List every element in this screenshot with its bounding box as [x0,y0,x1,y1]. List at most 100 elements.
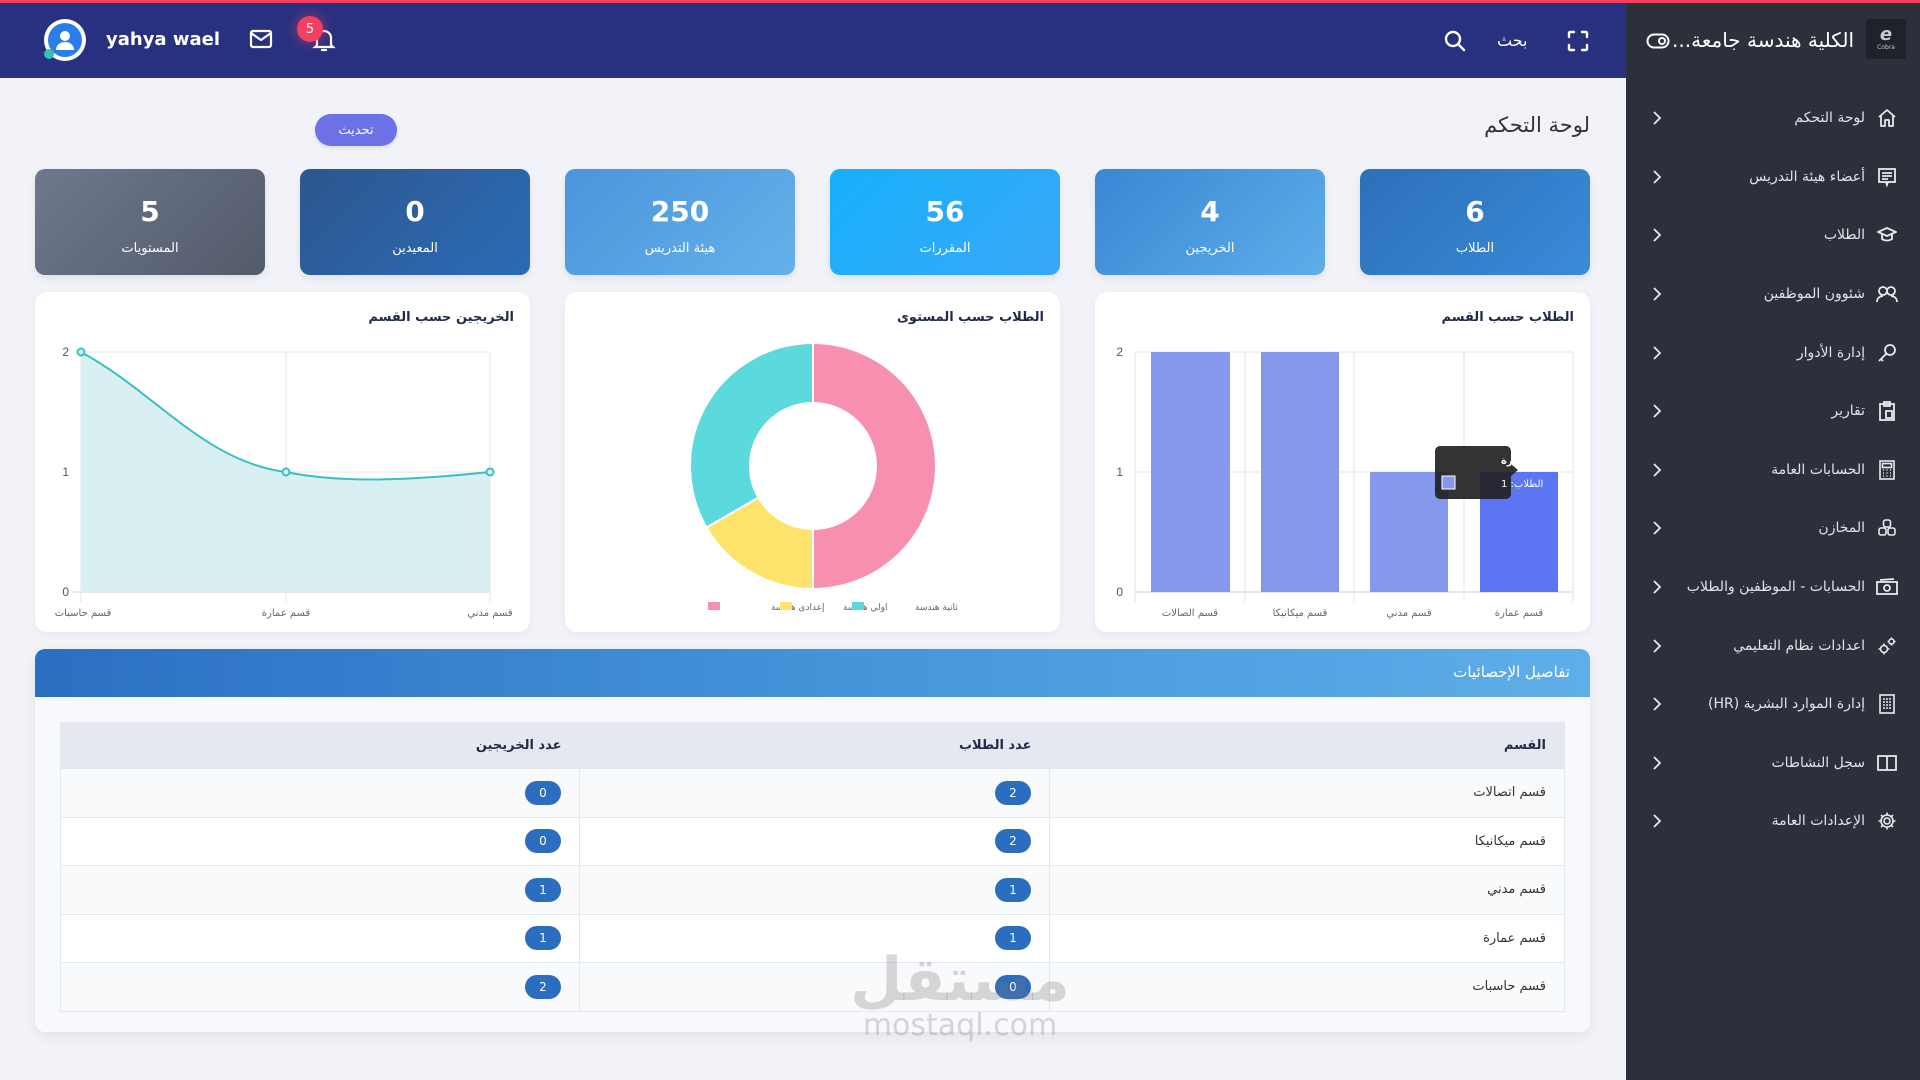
key-icon [1876,342,1898,364]
chevron-right-icon [1650,639,1662,653]
clipboard-icon [1876,400,1898,422]
top-header: yahya wael 5 بحث [0,3,1626,78]
table-row: قسم عمارة 1 1 [60,913,1565,963]
sidebar-item-roles[interactable]: إدارة الأدوار [1626,323,1920,382]
sidebar-item-education-settings[interactable]: اعدادات نظام التعليمي [1626,616,1920,675]
sidebar-item-label: الإعدادات العامة [1771,813,1865,830]
stat-card-levels[interactable]: 5 المستويات [35,169,265,275]
stat-label: هيئة التدريس [644,241,716,256]
chart-students-by-level: الطلاب حسب المستوى إعدادى هندسة اولي هند… [565,292,1060,632]
data-point[interactable] [485,467,495,477]
chart-title: الخريجين حسب القسم [368,310,514,325]
stat-card-teaching-assistants[interactable]: 0 المعيدين [300,169,530,275]
chart-graduates-by-department: الخريجين حسب القسم 2 1 0 قسم حاسبات قسم … [35,292,530,632]
table-row: قسم ميكانيكا 2 0 [60,816,1565,866]
stat-label: الطلاب [1455,241,1495,256]
stat-value: 4 [1200,195,1220,228]
sidebar-item-warehouses[interactable]: المخازن [1626,499,1920,558]
chart-tooltip: قسم عمارة الطلاب: 1 [1435,446,1558,499]
doughnut-slice[interactable] [812,341,937,591]
graduates-count-badge: 0 [525,780,561,805]
svg-text:اولي هندسة: اولي هندسة [843,603,888,613]
stat-card-courses[interactable]: 56 المقررات [830,169,1060,275]
stat-card-faculty[interactable]: 250 هيئة التدريس [565,169,795,275]
bar[interactable] [1261,352,1339,592]
sidebar-item-general-settings[interactable]: الإعدادات العامة [1626,792,1920,851]
stat-label: الخريجين [1185,241,1235,256]
sidebar-item-staff-student-accounts[interactable]: الحسابات - الموظفين والطلاب [1626,558,1920,617]
svg-text:قسم عمارة: قسم عمارة [262,608,311,619]
chevron-right-icon [1650,463,1662,477]
sidebar-item-staff-affairs[interactable]: شئوون الموظفين [1626,265,1920,324]
brand-logo[interactable]: e Cobra [1866,19,1906,59]
stat-card-graduates[interactable]: 4 الخريجين [1095,169,1325,275]
sidebar-item-label: تقارير [1831,403,1865,420]
doughnut-slice[interactable] [689,341,814,529]
stat-card-students[interactable]: 6 الطلاب [1360,169,1590,275]
data-point[interactable] [76,347,86,357]
settings-icon [1876,810,1898,832]
sidebar-item-hr[interactable]: إدارة الموارد البشرية (HR) [1626,675,1920,734]
page-title: لوحة التحكم [1484,113,1590,137]
table-row: قسم اتصالات 2 0 [60,768,1565,817]
sidebar-item-label: اعدادات نظام التعليمي [1733,637,1865,654]
graduates-count-badge: 1 [525,877,561,902]
refresh-button[interactable]: تحديث [315,114,397,146]
table-row: قسم حاسبات 0 2 [60,962,1565,1011]
svg-text:0: 0 [1116,585,1123,599]
chevron-right-icon [1650,521,1662,536]
chart-students-by-department: الطلاب حسب القسم 2 1 0 قسم الصالات قسم م… [1095,292,1590,632]
svg-text:1: 1 [62,465,69,479]
legend-swatch [708,602,720,610]
sidebar-title: الكلية هندسة جامعة... [1672,28,1854,52]
svg-text:قسم عمارة: قسم عمارة [1501,456,1558,467]
chevron-right-icon [1650,287,1662,301]
stat-value: 5 [140,195,160,228]
top-accent-bar [0,0,1920,3]
users-icon [1876,283,1898,305]
column-header-students[interactable]: عدد الطلاب [579,722,1050,769]
sidebar-item-label: لوحة التحكم [1794,110,1865,127]
chart-title: الطلاب حسب القسم [1441,310,1574,325]
column-header-graduates[interactable]: عدد الخريجين [60,722,580,769]
svg-text:2: 2 [1116,345,1123,359]
sidebar-toggle-icon[interactable] [1646,33,1670,49]
cell-department: قسم ميكانيكا [1049,816,1565,866]
mail-icon[interactable] [249,29,273,49]
sidebar-item-label: أعضاء هيئة التدريس [1749,168,1865,185]
students-count-badge: 1 [995,877,1031,902]
sidebar-item-label: إدارة الموارد البشرية (HR) [1707,696,1865,713]
sidebar-item-faculty[interactable]: أعضاء هيئة التدريس [1626,148,1920,207]
brand-logo-text: Cobra [1877,44,1895,51]
svg-text:قسم مدني: قسم مدني [1386,608,1431,619]
fullscreen-icon[interactable] [1567,30,1589,52]
cell-department: قسم حاسبات [1049,962,1565,1011]
students-count-badge: 2 [995,829,1031,854]
book-icon [1876,752,1898,774]
stat-label: المستويات [121,241,179,256]
stat-value: 6 [1465,195,1485,228]
search-icon[interactable] [1443,29,1467,53]
svg-text:قسم الصالات: قسم الصالات [1162,608,1218,619]
stat-label: المعيدين [392,241,438,256]
message-square-icon [1876,166,1898,188]
username[interactable]: yahya wael [106,29,220,50]
sidebar-item-label: إدارة الأدوار [1796,344,1865,361]
sidebar-item-general-accounts[interactable]: الحسابات العامة [1626,441,1920,500]
svg-text:قسم حاسبات: قسم حاسبات [55,608,112,619]
students-count-badge: 1 [995,926,1031,951]
sidebar-item-activity-log[interactable]: سجل النشاطات [1626,734,1920,793]
sidebar-item-dashboard[interactable]: لوحة التحكم [1626,89,1920,148]
sidebar-item-students[interactable]: الطلاب [1626,206,1920,265]
statistics-details-card: تفاصيل الإحصائيات القسم عدد الطلاب عدد ا… [35,649,1590,1032]
data-point[interactable] [281,467,291,477]
svg-text:2: 2 [62,345,69,359]
cell-department: قسم اتصالات [1049,768,1565,817]
column-header-department[interactable]: القسم [1049,722,1565,769]
sidebar: e Cobra الكلية هندسة جامعة... لوحة التحك… [1626,3,1920,1080]
search-button[interactable]: بحث [1497,31,1528,50]
stat-value: 250 [650,195,710,228]
bar[interactable] [1151,352,1230,592]
sidebar-item-reports[interactable]: تقارير [1626,382,1920,441]
sidebar-item-label: الطلاب [1823,227,1865,244]
